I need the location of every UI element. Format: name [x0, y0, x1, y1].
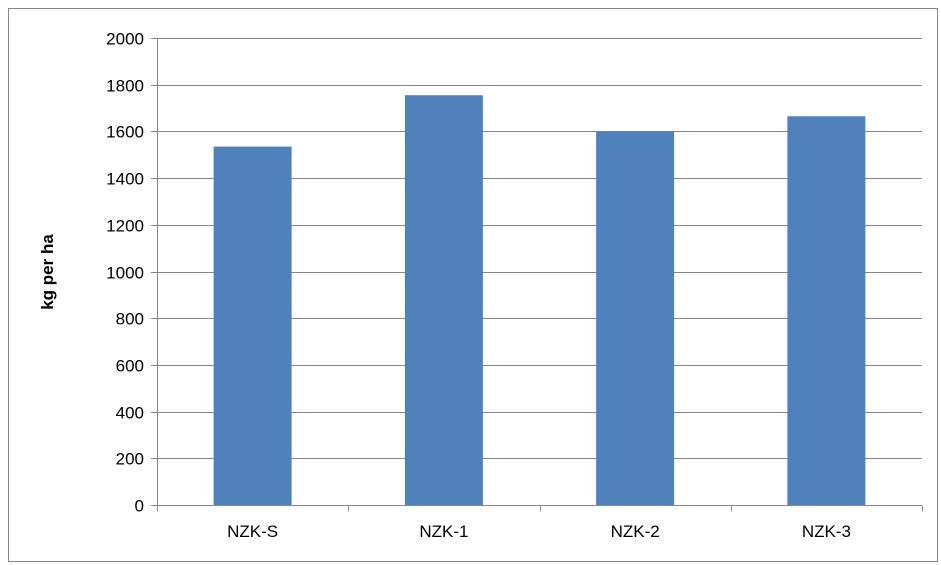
x-tick-label: NZK-S	[227, 522, 278, 541]
y-tick-label: 1800	[106, 77, 144, 96]
y-tick-label: 800	[116, 310, 144, 329]
y-tick-label: 400	[116, 404, 144, 423]
y-tick-label: 1000	[106, 264, 144, 283]
bar-nzk-3	[787, 116, 866, 505]
y-tick-label: 2000	[106, 30, 144, 49]
y-tick-label: 0	[135, 497, 144, 516]
bar-nzk-1	[404, 95, 483, 506]
x-tick-label: NZK-3	[802, 522, 851, 541]
y-tick-label: 600	[116, 357, 144, 376]
x-tick-labels: NZK-S NZK-1 NZK-2 NZK-3	[227, 522, 851, 541]
bar-nzk-2	[596, 131, 675, 505]
y-tick-label: 1200	[106, 217, 144, 236]
x-tick-label: NZK-2	[611, 522, 660, 541]
axes	[151, 38, 923, 512]
y-tick-label: 200	[116, 450, 144, 469]
y-tick-label: 1400	[106, 170, 144, 189]
y-tick-label: 1600	[106, 123, 144, 142]
y-tick-labels: 0 200 400 600 800 1000 1200 1400 1600 1800 2000	[106, 30, 144, 516]
x-tick-label: NZK-1	[419, 522, 468, 541]
bar-nzk-s	[213, 146, 292, 505]
bars	[213, 95, 866, 506]
y-axis-title: kg per ha	[38, 234, 57, 310]
